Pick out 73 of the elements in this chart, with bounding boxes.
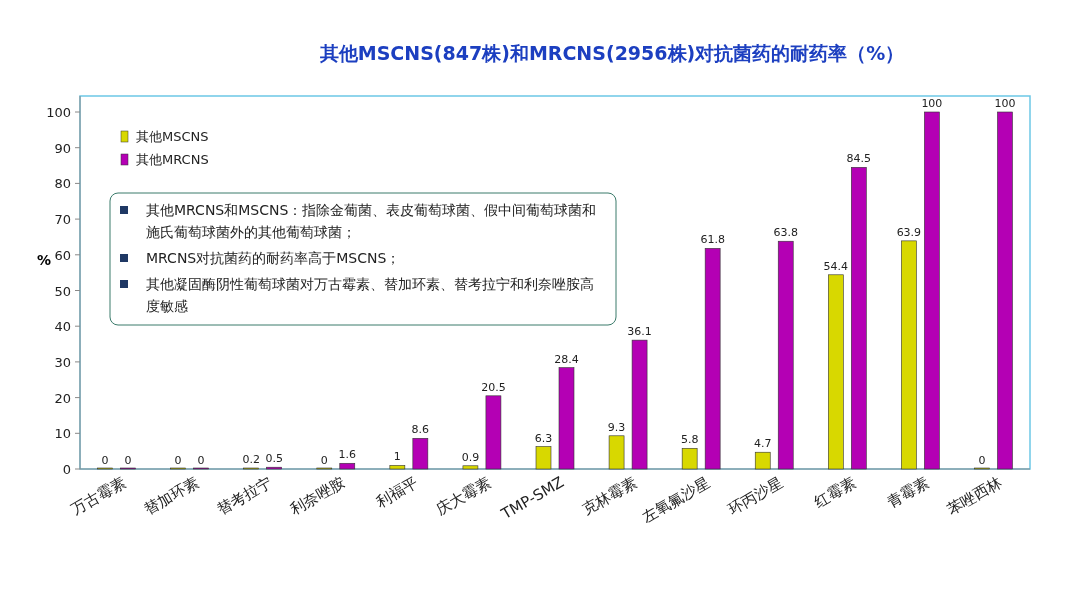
annotation: 其他MRCNS和MSCNS：指除金葡菌、表皮葡萄球菌、假中间葡萄球菌和施氏葡萄球菌外的其他葡萄球菌；: [146, 202, 597, 240]
x-tick-label: 青霉素: [884, 472, 933, 511]
y-tick-label: 0: [62, 462, 71, 477]
annotation: MRCNS对抗菌药的耐药率高于MSCNS；: [146, 250, 401, 266]
bar: [608, 435, 625, 470]
bar: [901, 240, 917, 470]
bar: [412, 438, 429, 470]
bar: [828, 274, 844, 470]
bar: [462, 465, 479, 470]
bar: [704, 248, 721, 470]
bar: [558, 367, 575, 470]
x-tick-label: 替加环素: [140, 472, 202, 519]
data-label: 5.8: [680, 433, 699, 447]
data-label: 6.3: [534, 431, 553, 445]
data-label: 8.6: [411, 423, 430, 437]
data-label: 20.5: [481, 380, 506, 394]
y-tick-label: 30: [54, 354, 71, 370]
bar: [851, 167, 867, 470]
bar: [997, 111, 1013, 470]
data-label: 63.9: [896, 225, 922, 239]
x-tick-label: 利奈唑胺: [286, 472, 348, 519]
data-label: 0: [101, 454, 109, 467]
data-label: 36.1: [627, 325, 652, 339]
data-label: 0: [320, 454, 328, 467]
bar: [339, 462, 356, 470]
bar: [485, 395, 502, 470]
data-label: 0.9: [461, 450, 480, 464]
bar: [631, 339, 648, 470]
data-label: 84.5: [846, 152, 872, 166]
data-label: 0: [978, 454, 986, 467]
y-tick-label: 60: [54, 247, 71, 263]
y-tick-label: 80: [54, 176, 71, 192]
data-label: 1.6: [338, 448, 357, 462]
x-tick-label: 红霉素: [811, 472, 860, 511]
bar: [535, 446, 552, 470]
annotation: 其他凝固酶阴性葡萄球菌对万古霉素、替加环素、替考拉宁和利奈唑胺高度敏感: [146, 276, 594, 314]
chart-title: 其他MSCNS(847株)和MRCNS(2956株)对抗菌药的耐药率（%）: [318, 42, 905, 64]
x-tick-label: 环丙沙星: [725, 472, 787, 519]
data-label: 28.4: [554, 352, 579, 366]
data-label: 54.4: [823, 259, 849, 273]
bar: [389, 465, 406, 470]
data-label: 100: [921, 97, 943, 110]
data-label: 4.7: [753, 437, 772, 451]
data-label: 61.8: [700, 233, 725, 247]
y-tick-label: 10: [54, 426, 71, 442]
data-label: 1: [393, 450, 401, 464]
data-label: 63.8: [773, 226, 798, 240]
bar: [681, 447, 698, 470]
data-label: 0: [174, 454, 182, 467]
data-label: 0.5: [265, 452, 283, 466]
legend-label: 其他MRCNS: [136, 152, 209, 167]
legend-label: 其他MSCNS: [136, 129, 209, 144]
data-label: 100: [994, 97, 1016, 110]
y-tick-label: 40: [54, 319, 71, 335]
y-tick-label: 20: [54, 390, 71, 406]
bar: [777, 240, 794, 470]
data-label: 0: [124, 454, 132, 467]
x-tick-label: 替考拉宁: [213, 472, 275, 519]
data-label: 0: [197, 454, 205, 467]
y-tick-label: 70: [54, 212, 71, 228]
y-tick-label: 90: [54, 140, 71, 156]
y-tick-label: 100: [46, 105, 71, 120]
x-tick-label: 左氧氟沙星: [639, 472, 714, 526]
x-tick-label: 克林霉素: [579, 472, 641, 519]
y-tick-label: 50: [54, 283, 71, 299]
x-tick-label: 利福平: [372, 472, 421, 511]
y-axis-title: %: [36, 252, 52, 268]
data-label: 0.2: [242, 453, 260, 467]
data-label: 9.3: [607, 420, 626, 434]
x-tick-label: 庆大霉素: [432, 472, 494, 519]
x-tick-label: 苯唑西林: [944, 472, 1006, 519]
bar: [754, 451, 771, 470]
bar: [924, 111, 940, 470]
